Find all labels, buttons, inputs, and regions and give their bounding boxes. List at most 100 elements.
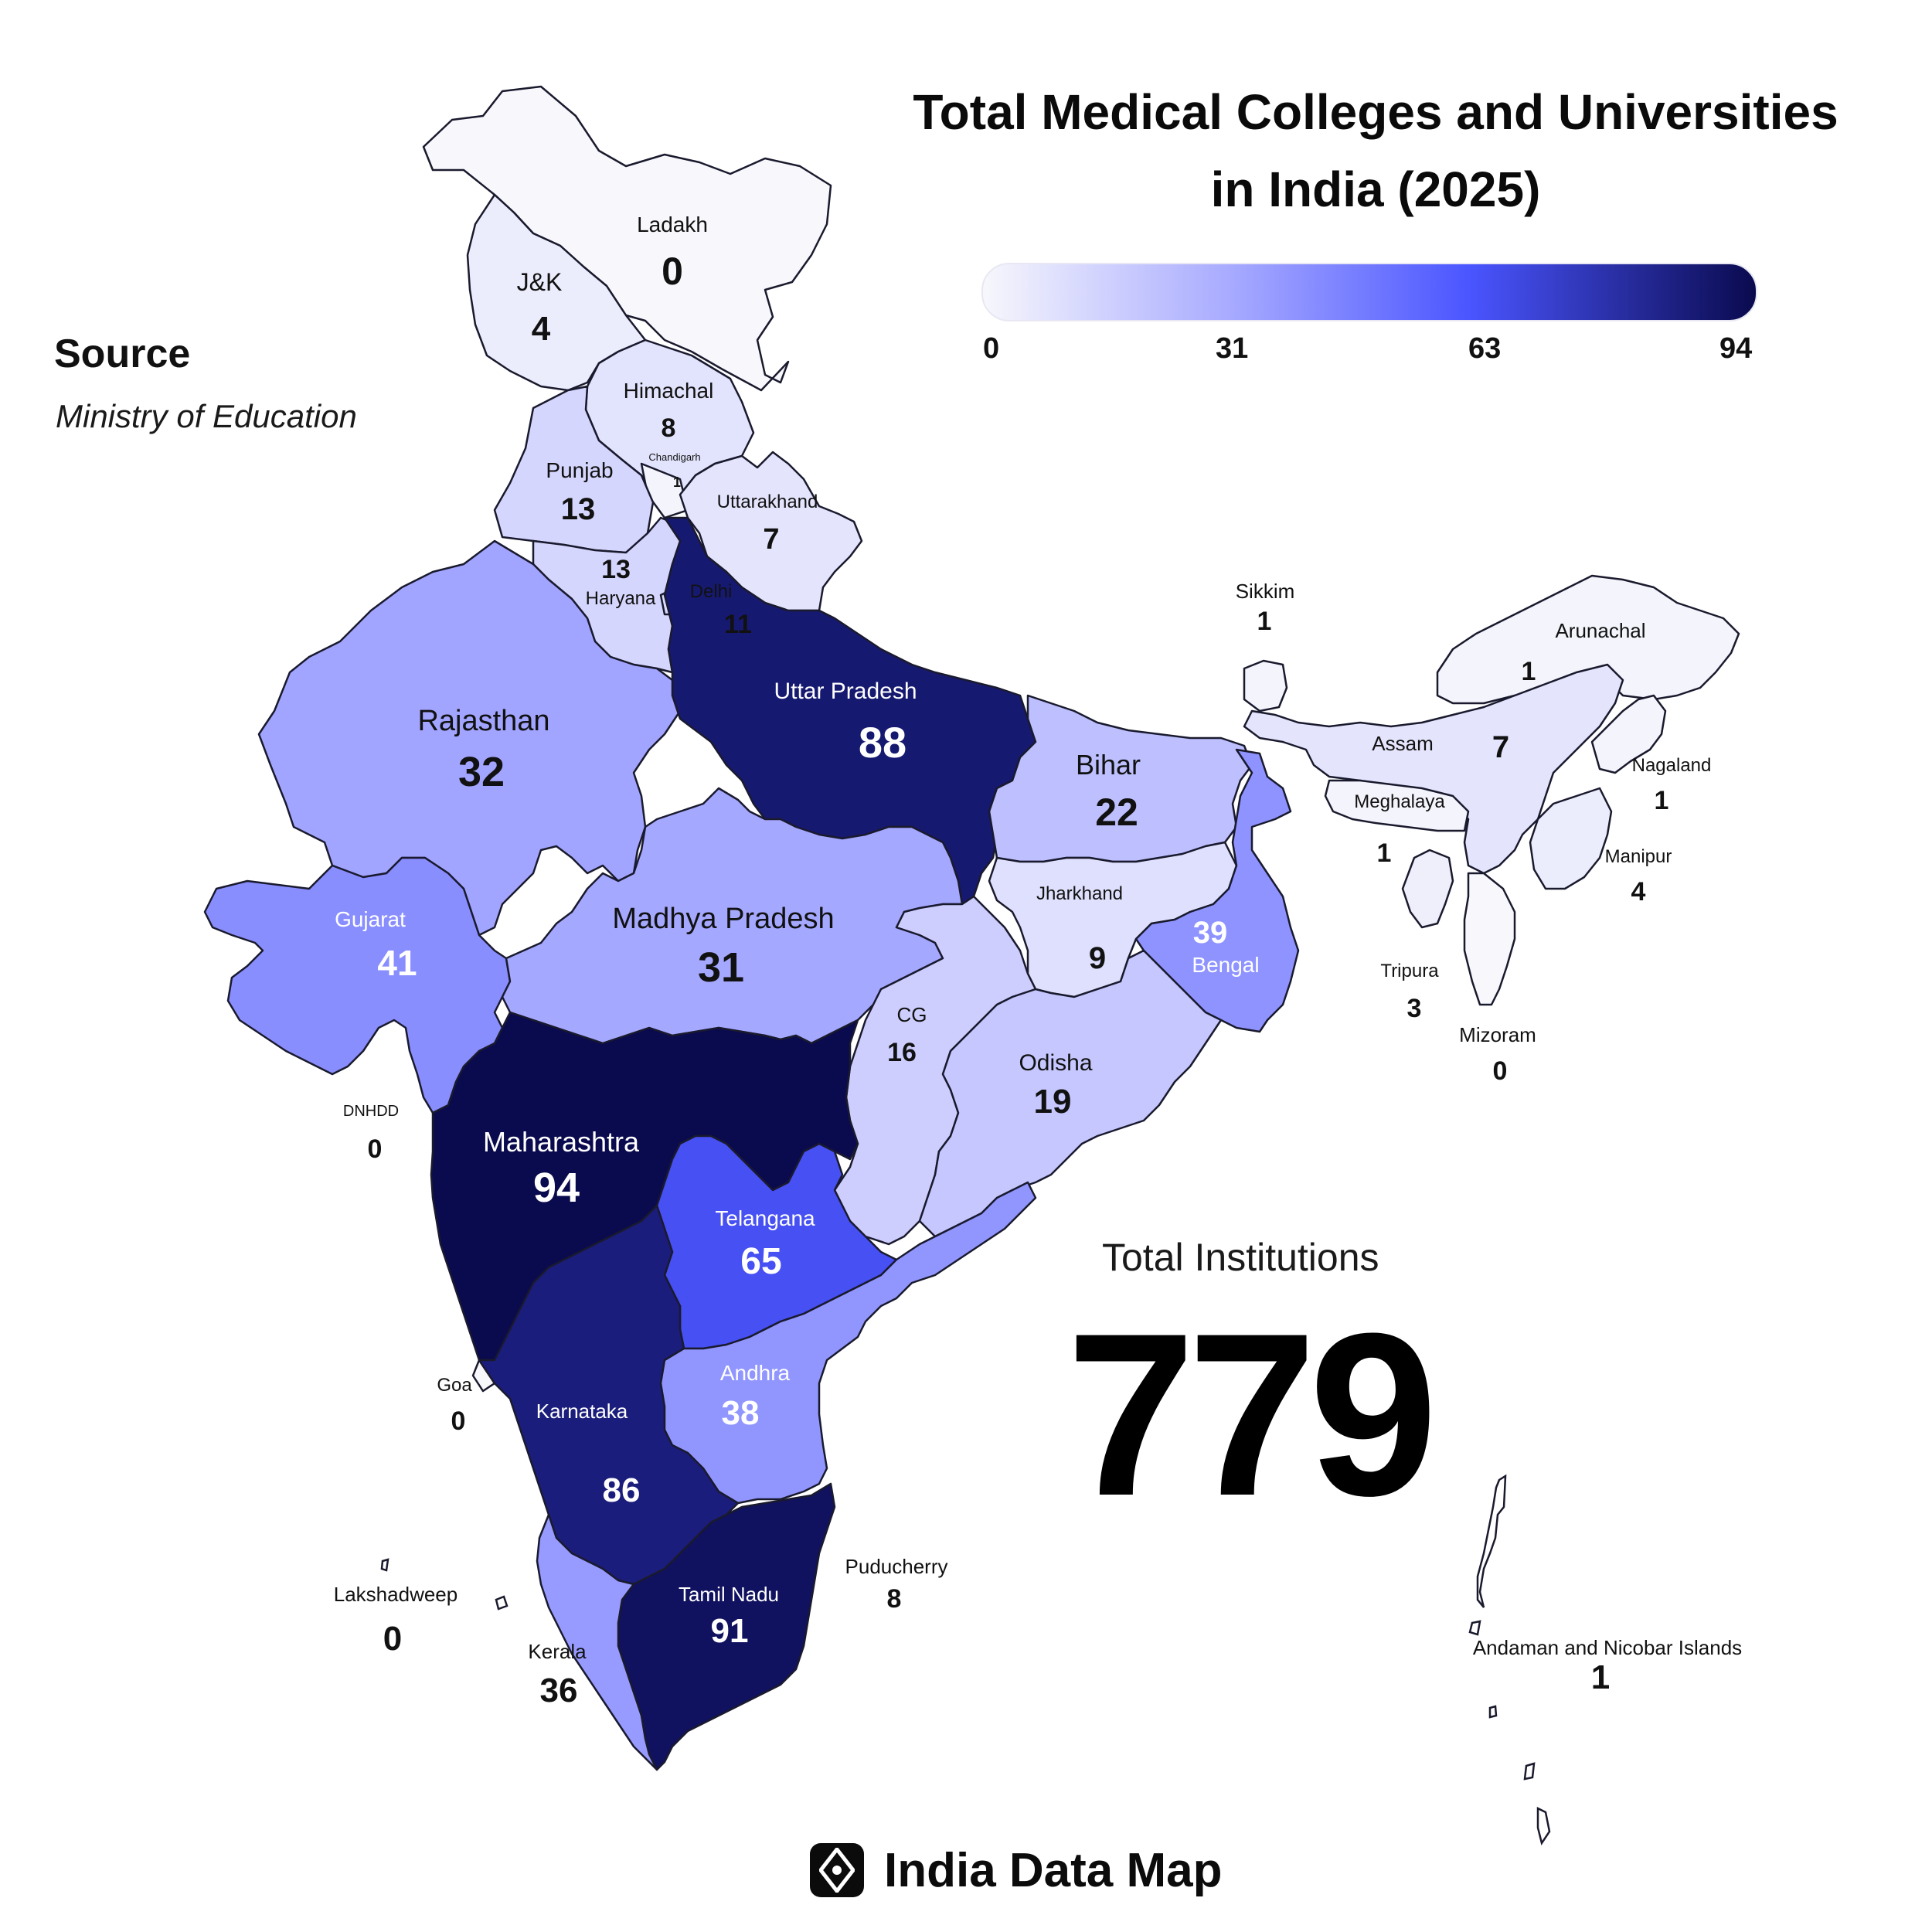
source-value: Ministry of Education	[56, 398, 357, 434]
region-name-karnataka: Karnataka	[536, 1400, 628, 1423]
region-odisha[interactable]	[918, 949, 1223, 1238]
region-kerala[interactable]	[536, 1513, 658, 1771]
nicobar-island	[1536, 1806, 1551, 1846]
lakshadweep-island	[380, 1558, 389, 1572]
region-name-haryana: Haryana	[586, 588, 656, 609]
region-value-maharashtra: 94	[533, 1165, 580, 1211]
region-name-punjab: Punjab	[546, 458, 613, 482]
region-value-uttarakhand: 7	[763, 523, 779, 556]
region-name-arunachal: Arunachal	[1555, 619, 1645, 642]
region-value-meghalaya: 1	[1377, 838, 1392, 868]
region-name-telangana: Telangana	[715, 1206, 815, 1230]
region-value-nagaland: 1	[1655, 786, 1669, 815]
total-value: 779	[1066, 1284, 1438, 1544]
brand: India Data Map	[810, 1839, 1223, 1901]
region-name-manipur: Manipur	[1605, 846, 1672, 867]
region-value-goa: 0	[451, 1406, 466, 1436]
region-value-telangana: 65	[740, 1241, 781, 1282]
region-value-himachal: 8	[662, 413, 676, 443]
region-value-tamilnadu: 91	[711, 1612, 749, 1650]
region-value-mp: 31	[698, 944, 744, 991]
chart-title: Total Medical Colleges and Universities …	[850, 73, 1901, 228]
region-name-delhi: Delhi	[690, 581, 733, 602]
region-name-maharashtra: Maharashtra	[483, 1126, 640, 1158]
region-name-nagaland: Nagaland	[1632, 755, 1712, 776]
region-name-uttarakhand: Uttarakhand	[717, 492, 818, 512]
region-value-gujarat: 41	[377, 943, 417, 983]
region-value-mizoram: 0	[1493, 1056, 1508, 1086]
region-value-andhra: 38	[722, 1394, 760, 1432]
region-value-punjab: 13	[561, 492, 596, 526]
region-meghalaya[interactable]	[1324, 779, 1470, 832]
region-value-ladakh: 0	[662, 250, 683, 293]
region-name-bengal: Bengal	[1192, 953, 1259, 977]
region-mizoram[interactable]	[1463, 872, 1516, 1006]
region-manipur[interactable]	[1529, 787, 1613, 890]
region-name-chandigarh: Chandigarh	[648, 451, 700, 463]
region-value-kerala: 36	[540, 1672, 578, 1709]
region-name-meghalaya: Meghalaya	[1354, 791, 1445, 812]
nicobar-island	[1523, 1762, 1536, 1781]
region-name-mp: Madhya Pradesh	[612, 903, 834, 935]
region-name-bihar: Bihar	[1076, 749, 1141, 781]
region-name-goa: Goa	[437, 1375, 472, 1396]
region-value-odisha: 19	[1034, 1083, 1072, 1121]
region-name-andhra: Andhra	[720, 1361, 791, 1385]
lakshadweep-island	[495, 1595, 509, 1611]
legend-tick-max: 94	[1719, 332, 1753, 365]
region-sikkim[interactable]	[1243, 659, 1288, 713]
color-scale-bar	[981, 263, 1757, 321]
region-value-karnataka: 86	[603, 1471, 641, 1509]
region-value-puducherry: 8	[887, 1584, 902, 1614]
region-value-sikkim: 1	[1257, 607, 1272, 636]
region-value-andaman: 1	[1591, 1658, 1610, 1696]
nicobar-island	[1488, 1705, 1498, 1719]
region-value-manipur: 4	[1631, 877, 1646, 906]
region-name-puducherry: Puducherry	[845, 1555, 948, 1578]
region-value-dnhdd: 0	[368, 1134, 383, 1164]
region-name-kerala: Kerala	[528, 1640, 587, 1663]
region-name-ladakh: Ladakh	[637, 213, 708, 236]
region-value-bengal: 39	[1193, 916, 1228, 950]
legend-tick-63: 63	[1468, 332, 1502, 365]
region-value-tripura: 3	[1407, 994, 1422, 1023]
legend-tick-31: 31	[1216, 332, 1249, 365]
region-value-arunachal: 1	[1522, 657, 1536, 686]
region-name-tripura: Tripura	[1380, 961, 1439, 981]
region-tripura[interactable]	[1401, 849, 1454, 929]
region-name-jk: J&K	[517, 268, 563, 296]
region-value-jk: 4	[532, 310, 551, 348]
region-name-dnhdd: DNHDD	[343, 1103, 399, 1120]
region-name-jharkhand: Jharkhand	[1036, 883, 1123, 904]
diamond-logo-icon	[810, 1843, 864, 1897]
title-line-2: in India (2025)	[1210, 162, 1541, 217]
region-name-cg: CG	[897, 1003, 927, 1026]
region-value-haryana: 13	[601, 555, 631, 584]
region-value-cg: 16	[887, 1038, 917, 1067]
region-name-tamilnadu: Tamil Nadu	[679, 1583, 779, 1606]
brand-name: India Data Map	[884, 1843, 1223, 1897]
region-andhra[interactable]	[659, 1181, 1037, 1505]
region-value-assam: 7	[1492, 730, 1509, 764]
legend-tick-min: 0	[983, 332, 1000, 365]
region-name-sikkim: Sikkim	[1236, 580, 1295, 603]
andaman-island	[1468, 1620, 1481, 1636]
region-name-up: Uttar Pradesh	[774, 679, 917, 704]
region-value-lakshadweep: 0	[383, 1620, 402, 1658]
region-name-himachal: Himachal	[624, 379, 714, 403]
region-value-up: 88	[859, 718, 906, 767]
region-name-odisha: Odisha	[1019, 1050, 1092, 1076]
region-value-bihar: 22	[1095, 791, 1138, 834]
region-value-delhi: 11	[724, 610, 752, 639]
region-value-rajasthan: 32	[458, 749, 505, 795]
region-name-rajasthan: Rajasthan	[417, 705, 549, 737]
region-assam[interactable]	[1243, 663, 1624, 875]
region-rajasthan[interactable]	[257, 539, 682, 937]
region-name-andaman: Andaman and Nicobar Islands	[1473, 1636, 1742, 1659]
region-value-jharkhand: 9	[1089, 941, 1106, 975]
region-name-assam: Assam	[1372, 732, 1433, 755]
region-nagaland[interactable]	[1590, 694, 1667, 774]
source-heading: Source	[54, 332, 191, 376]
